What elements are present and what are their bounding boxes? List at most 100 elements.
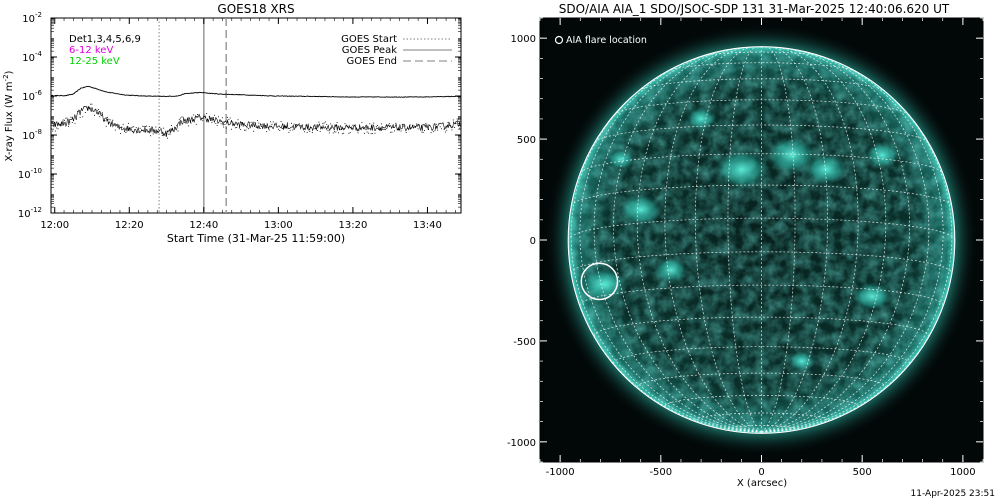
flux-scatter-point [254, 122, 256, 124]
flux-scatter-point [267, 126, 269, 128]
flux-scatter-point [101, 112, 103, 114]
flux-scatter-point [176, 125, 178, 127]
flux-scatter-point [165, 135, 167, 137]
flux-scatter-point [172, 129, 174, 131]
flux-scatter-point [147, 131, 149, 133]
flux-scatter-point [190, 122, 192, 124]
footer-timestamp: 11-Apr-2025 23:51 [911, 489, 995, 499]
flux-scatter-point [412, 124, 414, 126]
line-legend-label: GOES End [347, 56, 397, 67]
flux-scatter-point [414, 125, 416, 127]
flare-marker [580, 262, 619, 301]
flux-scatter-point [113, 123, 115, 125]
flux-scatter-point [411, 127, 412, 129]
flux-scatter-point [318, 121, 320, 123]
flux-scatter-point [86, 106, 88, 108]
flux-scatter-point [241, 122, 243, 124]
flux-scatter-point [217, 116, 219, 118]
x-tick-label: 13:40 [413, 220, 442, 231]
flux-scatter-point [437, 129, 439, 131]
flux-scatter-point [234, 127, 236, 129]
flare-legend: AIA flare location [554, 35, 647, 46]
flux-scatter-point [345, 124, 347, 126]
x-tick-label: 12:00 [40, 220, 69, 231]
flux-scatter-point [60, 124, 62, 126]
flux-scatter-point [144, 126, 146, 128]
flux-scatter-point [225, 127, 227, 129]
flux-scatter-point [301, 124, 303, 126]
flux-scatter-point [201, 117, 202, 119]
flux-scatter-point [362, 126, 364, 128]
flux-scatter-point [95, 108, 97, 110]
flux-scatter-point [100, 113, 102, 115]
flux-scatter-point [388, 123, 390, 125]
longitude-line [761, 48, 910, 433]
flux-scatter-point [302, 128, 304, 130]
latitude-line [570, 251, 953, 274]
flux-scatter-point [280, 121, 282, 123]
flux-scatter-point [157, 128, 159, 130]
flux-scatter-point [178, 118, 180, 120]
flux-scatter-point [92, 110, 94, 112]
x-tick-label: -1000 [546, 467, 575, 478]
flux-scatter-point [447, 121, 449, 123]
flux-scatter-point [58, 124, 60, 126]
flux-scatter-point [187, 125, 189, 127]
flux-scatter-point [251, 126, 253, 128]
flux-scatter-point [261, 126, 262, 127]
flux-scatter-point [79, 116, 81, 118]
flux-scatter-point [285, 127, 287, 128]
flux-scatter-point [61, 125, 63, 127]
x-tick-label: 12:40 [189, 220, 218, 231]
flux-scatter-point [212, 119, 214, 121]
flux-scatter-point [229, 117, 231, 119]
flux-scatter-point [146, 125, 148, 127]
flux-scatter-point [300, 125, 302, 127]
flux-scatter-point [420, 129, 422, 131]
flux-scatter-point [180, 117, 182, 119]
flux-scatter-point [264, 125, 266, 127]
x-tick-label: 1000 [950, 467, 975, 478]
flux-scatter-point [306, 132, 308, 134]
flux-scatter-point [87, 109, 89, 111]
flux-scatter-point [65, 117, 67, 119]
flux-scatter-point [94, 114, 95, 116]
flux-scatter-point [364, 132, 365, 134]
flux-scatter-point [242, 125, 244, 127]
flux-scatter-point [105, 125, 107, 127]
flux-scatter-point [151, 126, 153, 128]
flux-scatter-point [348, 132, 350, 134]
flux-scatter-point [433, 131, 435, 133]
y-tick-label: 10-2 [22, 11, 42, 25]
flux-scatter-point [247, 128, 249, 130]
channel-legend-item: Det1,3,4,5,6,9 [69, 34, 141, 45]
flux-scatter-point [129, 128, 131, 129]
longitude-line [593, 50, 762, 433]
flux-scatter-point [189, 119, 191, 121]
flux-scatter-point [315, 127, 317, 129]
flux-scatter-point [116, 124, 118, 126]
flux-scatter-point [206, 113, 208, 114]
flux-scatter-point [322, 123, 324, 125]
flux-scatter-point [439, 126, 441, 128]
flux-series [51, 85, 461, 139]
flux-scatter-point [88, 108, 90, 110]
flux-scatter-point [407, 126, 409, 128]
flux-scatter-point [148, 126, 150, 127]
y-tick-label: 10-4 [22, 50, 42, 64]
flux-scatter-point [404, 125, 406, 127]
flux-scatter-point [211, 122, 213, 124]
flux-scatter-point [305, 124, 307, 126]
flux-scatter-point [219, 119, 221, 121]
flux-scatter-point [169, 133, 171, 135]
flux-scatter-point [54, 130, 56, 132]
longitude-line [579, 56, 762, 433]
flux-scatter-point [97, 109, 99, 110]
flux-scatter-point [293, 123, 295, 125]
flux-scatter-point [330, 123, 332, 125]
latitude-line [594, 124, 929, 143]
flux-scatter-point [360, 128, 362, 130]
flux-scatter-point [370, 133, 372, 135]
